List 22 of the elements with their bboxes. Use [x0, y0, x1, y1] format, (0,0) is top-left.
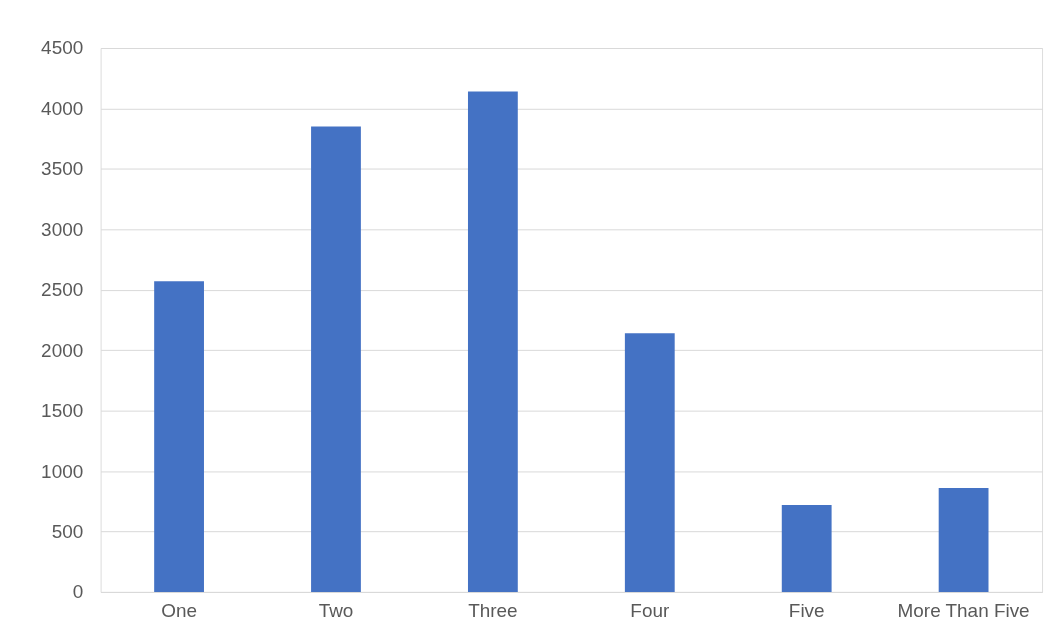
y-tick-label: 4000: [41, 97, 84, 119]
x-tick-label: Four: [630, 600, 670, 622]
y-tick-label: 3000: [41, 218, 84, 240]
bar: [938, 488, 989, 592]
x-tick-label: Three: [468, 600, 518, 622]
y-tick-label: 3500: [41, 158, 84, 180]
y-tick-label: 2500: [41, 279, 84, 301]
y-tick-label: 2000: [41, 339, 84, 361]
y-tick-label: 1500: [41, 400, 84, 422]
x-tick-label: More Than Five: [897, 600, 1030, 622]
x-tick-label: Five: [788, 600, 825, 622]
bar: [467, 91, 518, 592]
y-tick-label: 1000: [41, 460, 84, 482]
y-tick-label: 500: [51, 520, 84, 542]
bar: [311, 126, 361, 592]
bar: [781, 504, 832, 592]
x-tick-label: Two: [318, 600, 354, 622]
y-tick-label: 0: [72, 581, 84, 603]
x-tick-label: One: [161, 600, 197, 622]
bar: [154, 281, 204, 592]
y-tick-label: 4500: [41, 37, 84, 59]
bar: [624, 333, 675, 592]
